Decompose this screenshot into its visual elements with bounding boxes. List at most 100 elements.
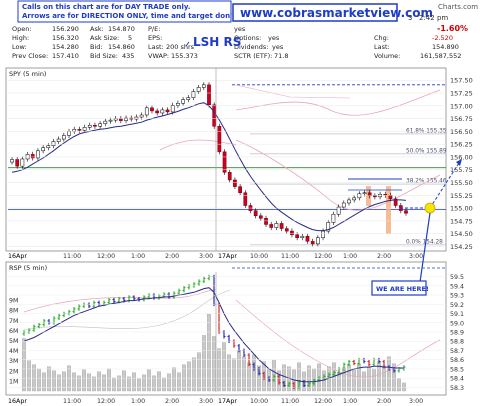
spy-candle-body [279,223,284,229]
current-position-marker [424,202,436,214]
rsp-panel-title: RSP (5 min) [9,264,47,272]
volume-bar [132,372,136,392]
rsp-y-tick: 59.3 [450,293,464,300]
spy-candle-body [46,145,51,148]
volume-bar [202,335,206,392]
high-value: 156.320 [52,34,79,42]
volume-bar [57,374,61,392]
spy-y-tick: 156.25 [450,141,473,149]
spy-candle-body [155,110,160,114]
rsp-y-tick: 58.8 [450,339,464,346]
spy-candle-body [191,91,196,98]
spy-candle-body [290,230,294,235]
spy-candle-body [201,84,206,88]
dividends-label: Dividends: [234,43,268,51]
spy-y-tick: 156.50 [450,128,473,136]
volume-bar [187,361,191,392]
volume-bar [122,370,126,392]
sctr-value: 71.8 [274,52,288,60]
spy-candle-body [404,210,408,214]
rsp-x-tick: 17Apr [218,398,237,405]
pe-label: P/E: [148,25,160,33]
site-url[interactable]: www.cobrasmarketview.com [240,6,433,20]
rsp-y-tick: 59.5 [450,274,464,281]
volume-bar [297,362,301,392]
rsp-y-tick: 58.5 [450,366,464,373]
spy-candle-body [103,120,108,124]
rsp-y-tick: 58.4 [450,376,464,383]
volume-value: 161,587,552 [420,52,461,60]
volume-bar [97,371,101,392]
volume-bar [197,352,201,392]
spy-candle-body [93,124,97,127]
volume-y-tick: 4M [9,348,18,355]
volume-bar [102,374,106,392]
spy-candle-body [212,104,217,127]
spy-candle-body [388,195,393,200]
rsp-y-tick: 58.9 [450,330,464,337]
high-label: High: [12,34,29,42]
spy-candle-body [20,158,25,167]
spy-y-tick: 155.25 [450,192,473,200]
spy-x-tick: 10:00 [250,253,268,260]
prev-close-label: Prev Close: [12,52,48,60]
volume-bar [337,372,341,392]
volume-bar [72,372,76,392]
ask-size-label: Ask Size: [90,34,119,42]
volume-bar [402,382,406,392]
chg-label: Chg: [374,34,389,42]
spy-candle-body [321,230,325,238]
bid-size-label: Bid Size: [90,52,118,60]
spy-candle-body [15,159,20,167]
spy-y-tick: 155.75 [450,166,473,174]
rsp-chart [22,267,446,392]
rsp-x-tick: 11:00 [281,398,299,405]
volume-bar [352,369,356,392]
rsp-x-tick: 3:00 [409,398,423,405]
low-label: Low: [12,43,27,51]
spy-y-tick: 155.50 [450,179,473,187]
spy-candle-body [87,124,92,128]
spy-x-tick: 1:00 [131,253,145,260]
rsp-y-tick: 59.0 [450,320,464,327]
spy-candle-body [82,127,87,131]
ask-size-value: 5 [128,34,132,42]
volume-y-tick: 8M [9,308,18,315]
spy-x-tick: 17Apr [218,253,237,260]
pink-band-top [235,89,441,116]
spy-candle-body [186,97,191,100]
volume-y-tick: 9M [9,298,18,305]
spy-candle-body [295,234,299,238]
spy-candle-body [316,237,320,245]
volume-bar [252,354,256,392]
pink-band-peak [235,84,351,99]
warning-line-1: Calls on this chart are for DAY TRADE on… [22,3,190,11]
spy-candle-body [196,87,201,92]
we-are-here-box [371,280,427,296]
spy-y-tick: 156.00 [450,153,473,161]
rsp-x-tick: 1:00 [343,398,357,405]
spy-x-tick: 1:00 [343,253,357,260]
spy-candle-body [227,172,232,181]
volume-bar [392,363,396,392]
spy-x-tick: 11:00 [281,253,299,260]
spy-candle-body [357,193,362,199]
site-banner[interactable] [232,3,398,22]
volume-bar [167,373,171,392]
spy-y-tick: 156.75 [450,115,473,123]
spy-candle-body [139,114,144,118]
volume-bar [207,314,211,392]
spy-candle-body [233,179,237,187]
prev-close-value: 157.410 [52,52,79,60]
spy-candle-body [77,129,82,131]
spy-y-tick: 157.50 [450,77,473,85]
volume-bar [147,369,151,392]
direction-arrow-line [429,162,460,209]
rsp-x-tick: 2:00 [165,398,179,405]
volume-y-tick: 6M [9,328,18,335]
spy-candle-body [170,105,175,113]
volume-bar [22,338,26,392]
direction-arrow-head [456,159,462,166]
spy-x-tick: 3:00 [409,253,423,260]
